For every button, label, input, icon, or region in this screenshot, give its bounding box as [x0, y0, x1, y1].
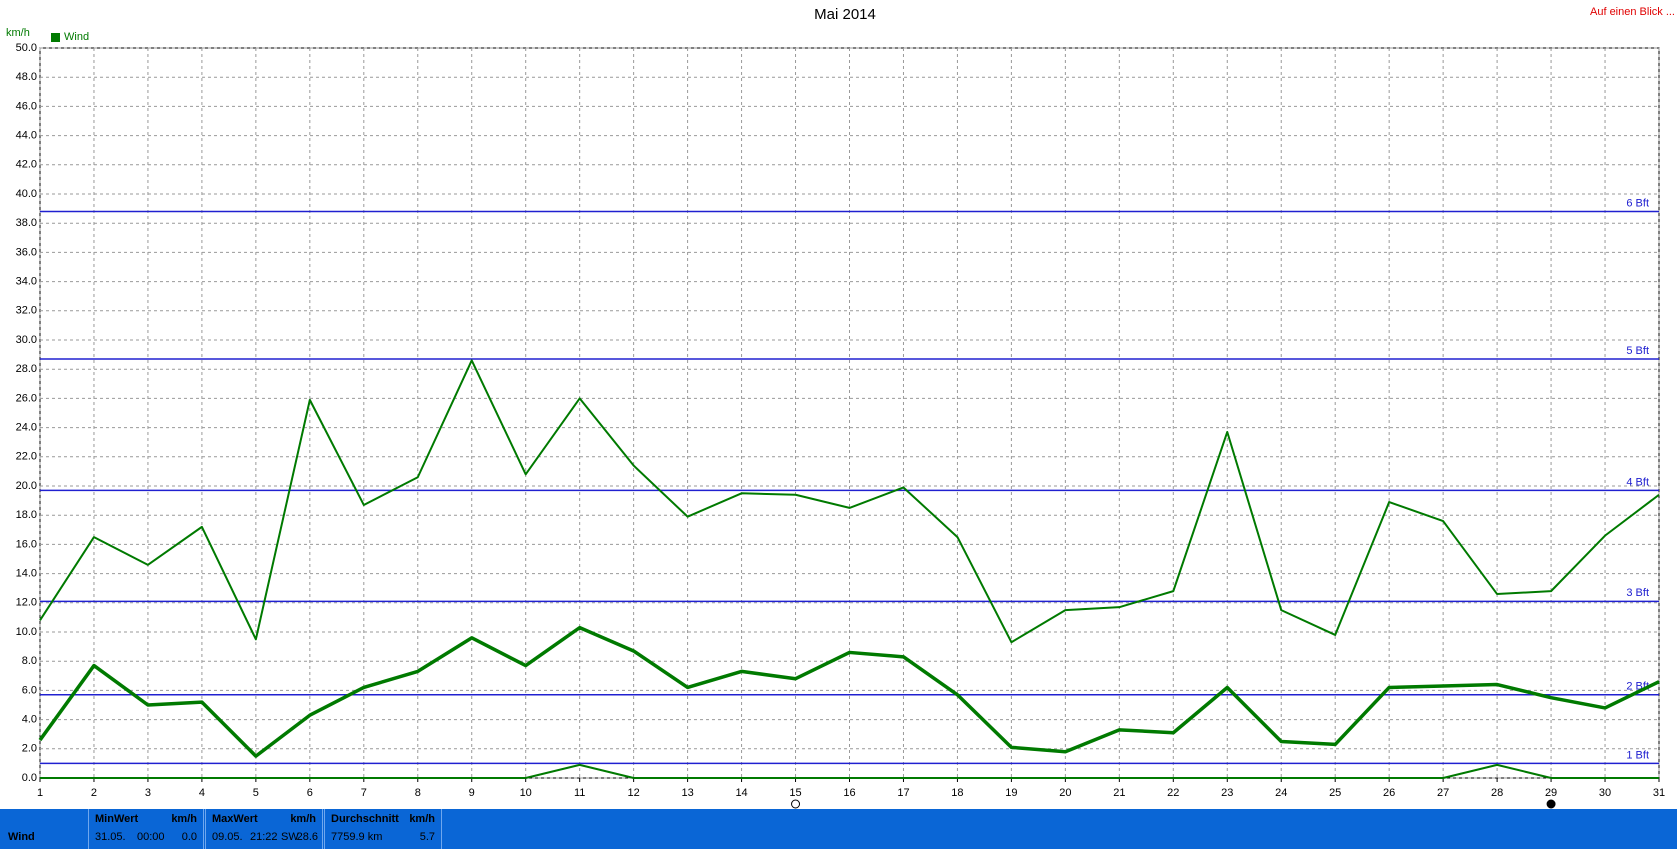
chart: Mai 2014 km/h Wind 0.02.04.06.08.010.012… [6, 6, 1665, 809]
x-tick-label: 23 [1221, 787, 1233, 799]
value: 5.7 [419, 831, 435, 843]
y-tick-label: 48.0 [16, 71, 37, 83]
link[interactable]: Auf einen Blick ... [1590, 6, 1675, 18]
x-tick-label: 1 [37, 787, 43, 799]
y-tick-label: 36.0 [16, 246, 37, 258]
cell-title: Durchschnitt [331, 813, 399, 825]
series-line [40, 763, 1659, 779]
y-tick-label: 28.0 [16, 363, 37, 375]
x-tick-label: 4 [199, 787, 205, 799]
marker-icon [1546, 799, 1556, 809]
direction: SW [281, 831, 299, 843]
y-tick-label: 30.0 [16, 334, 37, 346]
y-tick-label: 6.0 [22, 684, 37, 696]
x-tick-label: 20 [1059, 787, 1071, 799]
min-cell: MinWert km/h 31.05. 00:00 0.0 [88, 809, 204, 849]
y-tick-label: 44.0 [16, 130, 37, 142]
y-tick-label: 4.0 [22, 714, 37, 726]
x-tick-label: 16 [843, 787, 855, 799]
threshold-label: 1 Bft [1626, 749, 1649, 761]
date: 09.05. [212, 831, 243, 843]
y-tick-label: 34.0 [16, 276, 37, 288]
y-tick-label: 8.0 [22, 655, 37, 667]
x-tick-label: 31 [1653, 787, 1665, 799]
cell-unit: km/h [290, 813, 316, 825]
series-line [38, 625, 1660, 758]
x-tick-label: 7 [361, 787, 367, 799]
y-tick-label: 16.0 [16, 538, 37, 550]
x-tick-label: 8 [415, 787, 421, 799]
x-tick-label: 13 [681, 787, 693, 799]
threshold-label: 6 Bft [1626, 197, 1649, 209]
legend-swatch [51, 33, 60, 42]
chart-title: Mai 2014 [814, 6, 876, 23]
max-cell: MaxWert km/h 09.05. 21:22 SW 28.6 [205, 809, 323, 849]
y-tick-label: 26.0 [16, 392, 37, 404]
threshold-label: 3 Bft [1626, 587, 1649, 599]
x-tick-label: 3 [145, 787, 151, 799]
x-tick-label: 10 [520, 787, 532, 799]
x-tick-label: 17 [897, 787, 909, 799]
y-tick-label: 40.0 [16, 188, 37, 200]
x-tick-label: 11 [574, 787, 585, 799]
footer: Wind MinWert km/h 31.05. 00:00 0.0 MaxWe… [0, 809, 1677, 849]
y-axis-label: km/h [6, 27, 30, 39]
cell-unit: km/h [409, 813, 435, 825]
x-tick-label: 28 [1491, 787, 1503, 799]
x-tick-label: 19 [1005, 787, 1017, 799]
y-tick-label: 32.0 [16, 305, 37, 317]
x-tick-label: 24 [1275, 787, 1287, 799]
avg-cell: Durchschnitt km/h 7759.9 km 5.7 [324, 809, 442, 849]
row-label: Wind [8, 831, 35, 843]
x-tick-label: 22 [1167, 787, 1179, 799]
y-tick-label: 2.0 [22, 743, 37, 755]
time: 21:22 [250, 831, 278, 843]
x-tick-label: 30 [1599, 787, 1611, 799]
x-tick-label: 18 [951, 787, 963, 799]
x-tick-label: 9 [469, 787, 475, 799]
y-tick-label: 24.0 [16, 422, 37, 434]
cell-unit: km/h [171, 813, 197, 825]
x-tick-label: 27 [1437, 787, 1449, 799]
y-tick-label: 10.0 [16, 626, 37, 638]
x-tick-label: 26 [1383, 787, 1395, 799]
x-tick-label: 6 [307, 787, 313, 799]
y-tick-label: 42.0 [16, 159, 37, 171]
y-tick-label: 0.0 [22, 772, 37, 784]
threshold-label: 5 Bft [1626, 345, 1649, 357]
y-tick-label: 46.0 [16, 100, 37, 112]
x-tick-label: 5 [253, 787, 259, 799]
y-tick-label: 12.0 [16, 597, 37, 609]
series-line [39, 359, 1660, 644]
date: 31.05. [95, 831, 126, 843]
y-tick-label: 22.0 [16, 451, 37, 463]
threshold-label: 4 Bft [1626, 476, 1649, 488]
y-tick-label: 18.0 [16, 509, 37, 521]
x-tick-label: 29 [1545, 787, 1557, 799]
x-tick-label: 15 [789, 787, 801, 799]
value: 28.6 [296, 831, 318, 843]
value: 0.0 [181, 831, 197, 843]
y-tick-label: 14.0 [16, 568, 37, 580]
y-tick-label: 20.0 [16, 480, 37, 492]
x-tick-label: 25 [1329, 787, 1341, 799]
cell-title: MinWert [95, 813, 139, 825]
time: 00:00 [137, 831, 165, 843]
legend-label: Wind [64, 31, 89, 43]
total: 7759.9 km [331, 831, 383, 843]
x-tick-label: 14 [735, 787, 747, 799]
y-tick-label: 38.0 [16, 217, 37, 229]
cell-title: MaxWert [212, 813, 258, 825]
y-tick-label: 50.0 [16, 42, 37, 54]
x-tick-label: 2 [91, 787, 97, 799]
x-tick-label: 21 [1113, 787, 1125, 799]
x-tick-label: 12 [628, 787, 640, 799]
marker-icon [791, 799, 801, 809]
